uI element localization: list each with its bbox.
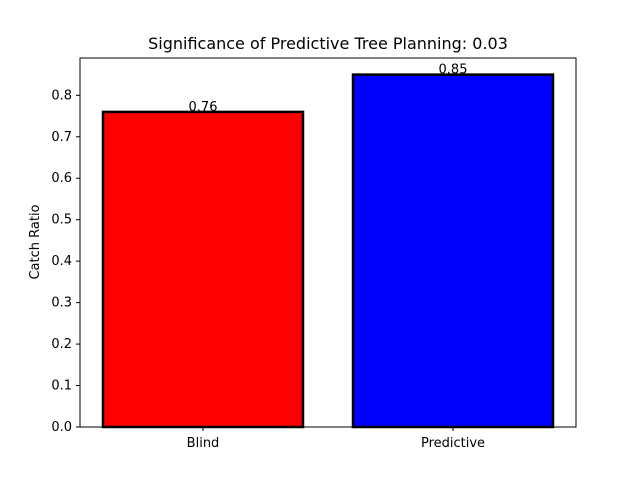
plot-frame [79, 57, 577, 428]
y-tick-label-0-7: 0.7 [51, 130, 72, 145]
bars-layer [101, 73, 555, 429]
y-tick-label-0-8: 0.8 [51, 88, 72, 103]
y-tick-label-0-6: 0.6 [51, 171, 72, 186]
y-axis-label: Catch Ratio [28, 204, 43, 279]
value-label-blind: 0.76 [189, 100, 218, 115]
y-tick-label-0-3: 0.3 [51, 296, 72, 311]
y-tick-label-0-4: 0.4 [51, 254, 72, 269]
y-tick-label-0-1: 0.1 [51, 379, 72, 394]
bar-predictive [351, 73, 555, 429]
y-tick-label-0-2: 0.2 [51, 337, 72, 352]
bar-blind [101, 110, 305, 429]
y-tick-label-0-5: 0.5 [51, 213, 72, 228]
value-label-predictive: 0.85 [439, 63, 468, 78]
x-tick-label-blind: Blind [187, 436, 220, 451]
x-tick-label-predictive: Predictive [421, 436, 485, 451]
value-labels-layer: 0.76 0.85 [189, 63, 468, 115]
y-tick-label-0-0: 0.0 [51, 420, 72, 435]
chart-title: Significance of Predictive Tree Planning… [148, 34, 508, 53]
ticks-layer: Blind Predictive 0.0 0.1 0.2 0.3 0.4 0.5 0.6 0.7 0… [51, 88, 485, 451]
